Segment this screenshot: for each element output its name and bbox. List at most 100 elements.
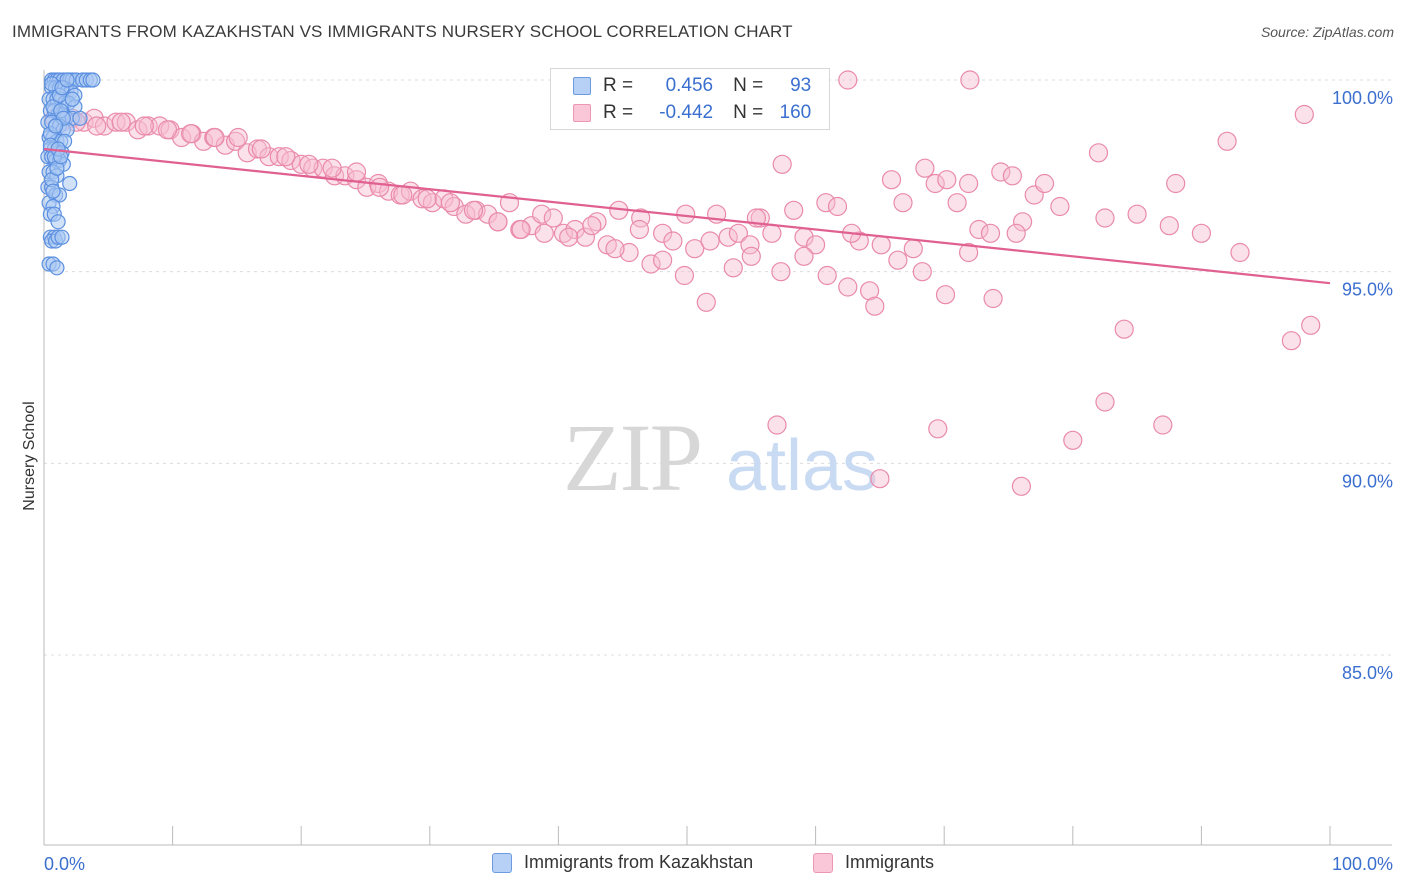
legend-n-value-kazakhstan: 93: [790, 75, 812, 96]
data-point-immigrants: [771, 262, 791, 282]
data-point-immigrants: [865, 296, 885, 316]
data-point-immigrants: [1011, 476, 1032, 496]
data-point-immigrants: [928, 419, 948, 439]
data-point-immigrants: [269, 147, 289, 167]
legend-row-kazakhstan: R = 0.456 N = 93: [573, 73, 811, 99]
data-point-immigrants: [969, 219, 989, 240]
data-point-immigrants: [958, 242, 979, 263]
data-point-immigrants: [762, 223, 782, 243]
data-point-immigrants: [925, 173, 945, 194]
data-point-immigrants: [784, 200, 804, 220]
tick-labels: 100.0% 95.0% 90.0% 85.0% 0.0% 100.0%: [44, 88, 1393, 874]
data-point-kazakhstan: [85, 72, 101, 88]
data-point-immigrants: [1006, 223, 1026, 243]
legend-swatch-immigrants: [573, 104, 591, 122]
data-point-immigrants: [912, 262, 932, 282]
data-point-immigrants: [960, 70, 980, 90]
data-point-immigrants: [838, 70, 858, 90]
legend-r-label: R =: [603, 75, 634, 96]
data-point-kazakhstan: [72, 110, 88, 126]
data-point-immigrants: [291, 154, 311, 174]
data-point-immigrants: [915, 158, 935, 178]
data-point-immigrants: [111, 112, 131, 132]
data-point-immigrants: [534, 223, 554, 243]
legend-n-label: N =: [733, 102, 764, 123]
legend-item-immigrants: Immigrants: [813, 852, 934, 873]
data-point-immigrants: [575, 227, 596, 247]
data-point-immigrants: [1294, 104, 1314, 125]
data-point-immigrants: [444, 196, 464, 217]
data-point-immigrants: [228, 127, 248, 148]
y-tick-label: 95.0%: [1342, 280, 1393, 300]
data-point-immigrants: [728, 223, 749, 243]
data-point-kazakhstan: [54, 229, 70, 245]
data-point-immigrants: [958, 173, 979, 194]
data-point-immigrants: [559, 227, 579, 247]
legend-r-value-immigrants: -0.442: [659, 102, 714, 123]
legend-item-kazakhstan: Immigrants from Kazakhstan: [492, 852, 753, 873]
series-legend: Immigrants from Kazakhstan Immigrants: [0, 852, 1406, 878]
x-tick-label: 100.0%: [1332, 854, 1393, 874]
series-immigrants-from-kazakhstan: [40, 72, 101, 276]
data-point-immigrants: [1095, 392, 1115, 412]
data-point-immigrants: [1095, 208, 1115, 228]
data-point-immigrants: [838, 277, 858, 297]
legend-label-kazakhstan: Immigrants from Kazakhstan: [524, 852, 754, 872]
data-point-kazakhstan: [62, 175, 78, 192]
data-point-immigrants: [723, 258, 743, 278]
data-point-immigrants: [276, 147, 296, 167]
data-point-immigrants: [767, 415, 787, 435]
data-point-immigrants: [816, 193, 836, 213]
legend-swatch-immigrants: [813, 852, 833, 873]
y-tick-label: 90.0%: [1342, 471, 1393, 491]
data-point-immigrants: [871, 235, 891, 255]
legend-swatch-kazakhstan: [573, 77, 591, 95]
data-point-immigrants: [652, 250, 673, 270]
legend-n-label: N =: [733, 75, 764, 96]
y-tick-label: 85.0%: [1342, 663, 1393, 683]
data-point-immigrants: [1301, 315, 1321, 335]
chart-title: IMMIGRANTS FROM KAZAKHSTAN VS IMMIGRANTS…: [12, 22, 793, 41]
data-point-immigrants: [805, 235, 826, 255]
data-point-kazakhstan: [49, 260, 65, 276]
data-point-kazakhstan: [64, 91, 80, 107]
data-point-immigrants: [718, 227, 738, 247]
data-point-immigrants: [772, 154, 792, 174]
data-point-immigrants: [205, 127, 225, 148]
data-point-immigrants: [259, 147, 279, 167]
data-point-immigrants: [991, 162, 1011, 182]
data-point-immigrants: [741, 246, 761, 266]
data-point-immigrants: [605, 239, 625, 259]
watermark-zip: ZIP: [563, 404, 701, 511]
data-point-immigrants: [543, 208, 563, 228]
data-point-immigrants: [696, 292, 716, 312]
data-point-immigrants: [947, 193, 967, 213]
watermark-atlas: atlas: [726, 426, 878, 506]
data-point-immigrants: [1114, 319, 1134, 339]
data-point-immigrants: [685, 239, 705, 259]
data-point-immigrants: [511, 219, 531, 240]
legend-swatch-kazakhstan: [492, 852, 512, 873]
data-point-immigrants: [903, 239, 923, 259]
axes: [43, 70, 1392, 846]
data-point-immigrants: [1217, 131, 1237, 151]
data-point-immigrants: [134, 116, 154, 136]
data-point-immigrants: [440, 193, 460, 213]
data-point-immigrants: [478, 204, 498, 224]
data-point-immigrants: [346, 162, 367, 182]
data-point-immigrants: [1230, 242, 1250, 263]
data-point-immigrants: [1088, 143, 1109, 163]
legend-n-value-immigrants: 160: [779, 102, 812, 123]
data-point-immigrants: [1166, 173, 1186, 194]
data-point-immigrants: [488, 212, 508, 232]
data-point-immigrants: [393, 185, 413, 205]
data-point-immigrants: [1050, 196, 1070, 217]
data-point-immigrants: [412, 189, 432, 209]
data-point-immigrants: [980, 223, 1001, 243]
data-point-immigrants: [881, 170, 902, 190]
data-point-immigrants: [935, 285, 956, 305]
x-tick-label: 0.0%: [44, 854, 85, 874]
data-point-immigrants: [532, 204, 552, 224]
data-point-immigrants: [827, 196, 848, 217]
